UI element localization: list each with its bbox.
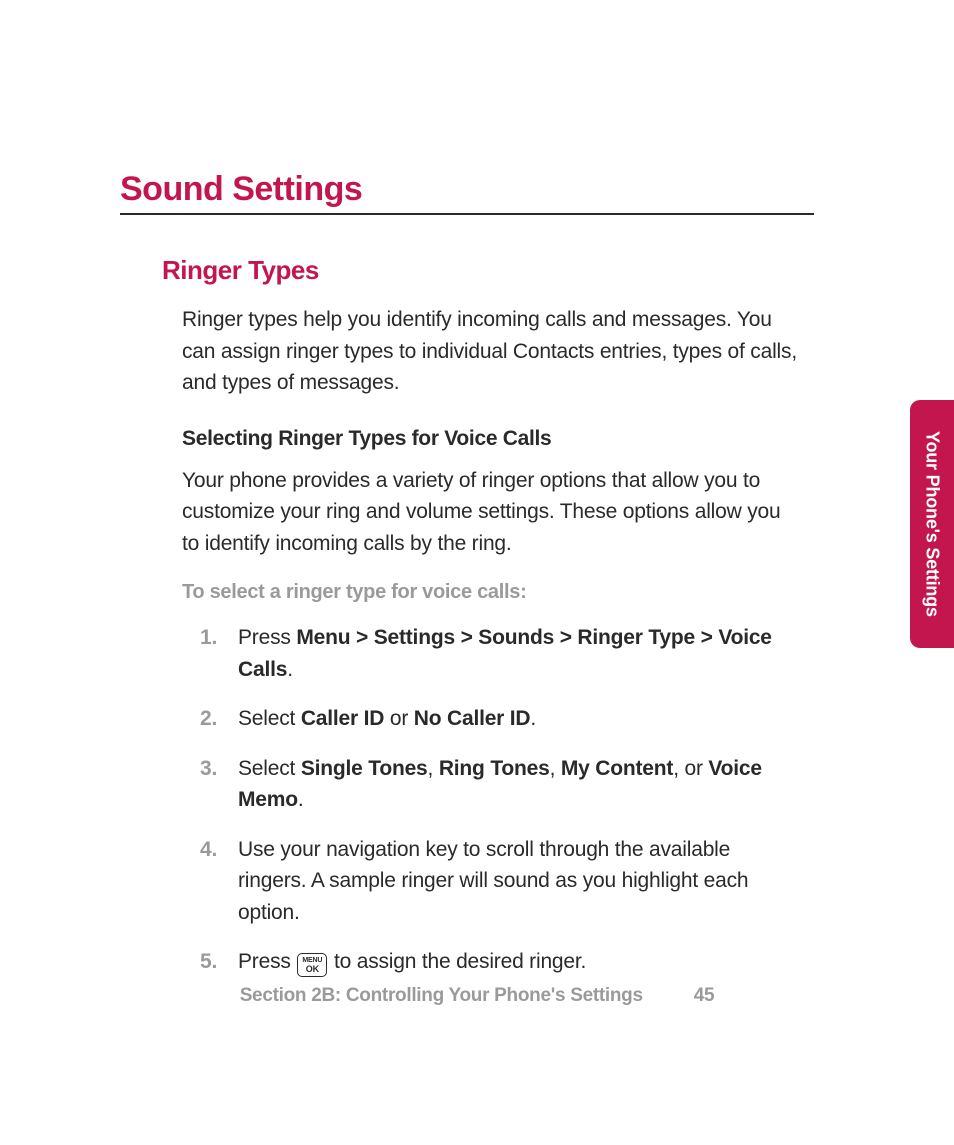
step-text-post: . (298, 788, 304, 811)
step-item: 1. Press Menu > Settings > Sounds > Ring… (238, 622, 794, 685)
step-text-bold: Caller ID (301, 707, 384, 730)
step-text-bold: No Caller ID (414, 707, 531, 730)
step-text-mid: or (384, 707, 414, 730)
key-top-label: MENU (302, 957, 322, 964)
step-text-bold: Menu > Settings > Sounds > Ringer Type >… (238, 626, 772, 681)
step-text-pre: Press (238, 626, 296, 649)
step-item: 5. Press MENUOK to assign the desired ri… (238, 946, 794, 978)
footer-section-label: Section 2B: Controlling Your Phone's Set… (240, 985, 643, 1006)
step-item: 2. Select Caller ID or No Caller ID. (238, 703, 794, 735)
thumb-tab: Your Phone's Settings (910, 400, 954, 648)
procedure-steps: 1. Press Menu > Settings > Sounds > Ring… (238, 622, 794, 978)
step-text-post: . (530, 707, 536, 730)
step-number: 4. (200, 834, 217, 866)
step-text-sep: , (428, 757, 439, 780)
thumb-tab-label: Your Phone's Settings (922, 431, 943, 617)
page-number: 45 (694, 985, 715, 1006)
page-heading: Sound Settings (120, 170, 814, 215)
step-text-mid: , or (673, 757, 708, 780)
step-text-bold: Single Tones (301, 757, 428, 780)
key-bottom-label: OK (298, 965, 326, 974)
step-text-bold: My Content (561, 757, 673, 780)
procedure-lead-in: To select a ringer type for voice calls: (182, 581, 834, 604)
step-text-sep: , (550, 757, 561, 780)
intro-paragraph: Ringer types help you identify incoming … (182, 304, 804, 399)
step-text-post: to assign the desired ringer. (328, 950, 586, 973)
section-title: Selecting Ringer Types for Voice Calls (182, 427, 834, 451)
page-footer: Section 2B: Controlling Your Phone's Set… (0, 985, 954, 1007)
manual-page: Sound Settings Ringer Types Ringer types… (0, 0, 954, 1145)
step-number: 1. (200, 622, 217, 654)
step-number: 3. (200, 753, 217, 785)
step-item: 3. Select Single Tones, Ring Tones, My C… (238, 753, 794, 816)
step-number: 2. (200, 703, 217, 735)
step-text-pre: Press (238, 950, 296, 973)
section-body: Your phone provides a variety of ringer … (182, 465, 794, 560)
step-text-pre: Select (238, 757, 301, 780)
step-text: Use your navigation key to scroll throug… (238, 838, 748, 924)
subsection-heading: Ringer Types (162, 255, 834, 286)
step-text-post: . (287, 658, 293, 681)
menu-ok-key-icon: MENUOK (297, 953, 327, 977)
step-text-bold: Ring Tones (439, 757, 550, 780)
step-text-pre: Select (238, 707, 301, 730)
step-item: 4. Use your navigation key to scroll thr… (238, 834, 794, 929)
step-number: 5. (200, 946, 217, 978)
